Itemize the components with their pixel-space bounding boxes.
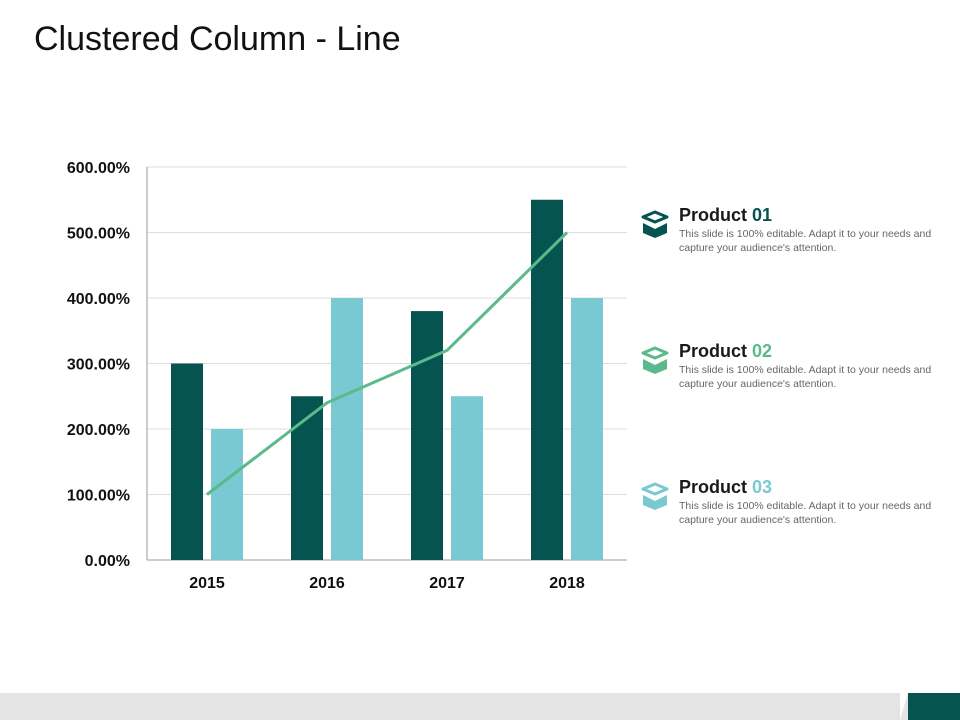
legend-item-product-01: Product 01 This slide is 100% editable. … xyxy=(640,205,950,265)
y-tick-label: 400.00% xyxy=(67,291,130,308)
y-tick-label: 200.00% xyxy=(67,422,130,439)
bar-product-01-2017 xyxy=(411,311,443,560)
x-tick-label: 2015 xyxy=(189,575,225,592)
bar-product-03-2017 xyxy=(451,396,483,560)
page-title: Clustered Column - Line xyxy=(34,20,401,58)
bar-product-03-2015 xyxy=(211,429,243,560)
x-tick-label: 2017 xyxy=(429,575,465,592)
footer-bar xyxy=(0,693,960,720)
y-tick-label: 100.00% xyxy=(67,488,130,505)
legend-item-product-02: Product 02 This slide is 100% editable. … xyxy=(640,341,950,401)
legend-item-product-03: Product 03 This slide is 100% editable. … xyxy=(640,477,950,537)
bar-product-03-2016 xyxy=(331,298,363,560)
bar-product-01-2015 xyxy=(171,363,203,560)
open-box-icon xyxy=(641,210,669,238)
open-box-icon xyxy=(641,346,669,374)
y-tick-label: 300.00% xyxy=(67,357,130,374)
y-tick-label: 500.00% xyxy=(67,226,130,243)
legend-description: This slide is 100% editable. Adapt it to… xyxy=(679,364,932,390)
open-box-icon xyxy=(641,482,669,510)
legend-name: Product 02 xyxy=(679,341,773,361)
x-tick-label: 2016 xyxy=(309,575,345,592)
legend-description: This slide is 100% editable. Adapt it to… xyxy=(679,500,932,526)
y-tick-label: 600.00% xyxy=(67,160,130,177)
y-tick-label: 0.00% xyxy=(85,553,130,570)
footer-accent xyxy=(900,693,960,720)
line-series-product-02 xyxy=(206,231,569,496)
bar-product-01-2016 xyxy=(291,396,323,560)
bar-product-03-2018 xyxy=(571,298,603,560)
bar-product-01-2018 xyxy=(531,199,563,560)
x-tick-label: 2018 xyxy=(549,575,585,592)
legend-name: Product 03 xyxy=(679,477,773,497)
legend-name: Product 01 xyxy=(679,205,773,225)
legend-description: This slide is 100% editable. Adapt it to… xyxy=(679,228,932,254)
